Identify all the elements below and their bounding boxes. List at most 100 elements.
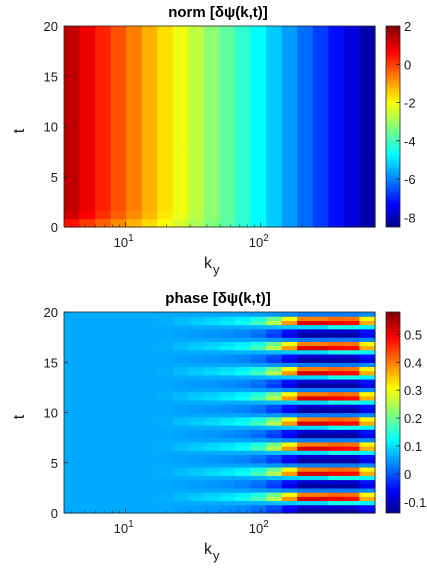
heatmap-cell [297,316,314,321]
norm-title: norm [δψ(k,t)] [168,4,268,21]
heatmap-cell [219,479,236,485]
heatmap-cell [281,404,298,409]
heatmap-cell [266,59,283,69]
heatmap-cell [235,185,252,195]
heatmap-cell [188,500,205,506]
heatmap-cell [359,508,376,514]
heatmap-cell [172,454,189,460]
heatmap-cell [79,479,96,485]
heatmap-cell [343,379,361,384]
heatmap-cell [172,345,189,351]
heatmap-cell [172,328,189,334]
heatmap-cell [250,67,267,77]
heatmap-cell [250,193,267,203]
heatmap-cell [266,324,283,330]
heatmap-cell [79,475,96,481]
heatmap-cell [172,160,189,169]
norm-ylabel: t [11,128,28,133]
heatmap-cell [343,34,361,44]
heatmap-cell [95,34,112,44]
heatmap-cell [64,176,81,186]
heatmap-cell [157,487,174,493]
heatmap-cell [343,420,361,426]
heatmap-cell [110,341,127,347]
heatmap-cell [203,441,221,447]
heatmap-cell [312,67,329,77]
heatmap-cell [343,337,361,342]
heatmap-cell [250,320,267,326]
heatmap-cell [312,458,329,464]
heatmap-cell [343,26,361,35]
heatmap-cell [328,76,345,86]
heatmap-cell [343,101,361,111]
heatmap-cell [141,332,158,338]
heatmap-cell [79,500,96,506]
heatmap-cell [188,109,205,119]
heatmap-cell [188,218,205,228]
heatmap-cell [266,508,283,514]
heatmap-cell [157,26,174,35]
heatmap-cell [110,168,127,178]
heatmap-cell [126,404,143,409]
heatmap-cell [281,358,298,363]
heatmap-cell [359,201,376,211]
heatmap-cell [312,134,329,144]
heatmap-cell [141,399,158,405]
y-tick-label: 10 [44,406,58,421]
heatmap-cell [157,408,174,414]
heatmap-cell [188,471,205,476]
heatmap-cell [203,168,221,178]
heatmap-cell [110,433,127,439]
heatmap-cell [110,193,127,203]
heatmap-cell [281,26,298,35]
heatmap-cell [141,374,158,380]
heatmap-cell [203,471,221,476]
heatmap-cell [172,399,189,405]
heatmap-cell [219,379,236,384]
heatmap-cell [359,458,376,464]
heatmap-cell [235,320,252,326]
heatmap-cell [157,492,174,497]
heatmap-cell [359,466,376,472]
heatmap-cell [312,59,329,69]
heatmap-cell [281,379,298,384]
heatmap-cell [343,437,361,443]
heatmap-cell [126,437,143,443]
heatmap-cell [172,395,189,401]
heatmap-cell [359,218,376,228]
heatmap-cell [110,185,127,195]
heatmap-cell [281,76,298,86]
heatmap-cell [188,193,205,203]
heatmap-cell [235,84,252,94]
heatmap-cell [297,93,314,102]
heatmap-cell [343,42,361,52]
heatmap-cell [359,479,376,485]
heatmap-cell [328,67,345,77]
heatmap-cell [359,332,376,338]
heatmap-cell [141,471,158,476]
heatmap-cell [235,508,252,514]
heatmap-cell [219,471,236,476]
heatmap-cell [359,59,376,69]
heatmap-cell [297,383,314,388]
heatmap-cell [250,337,267,342]
heatmap-cell [79,109,96,119]
heatmap-cell [110,93,127,102]
heatmap-cell [359,210,376,220]
heatmap-cell [126,362,143,368]
heatmap-cell [281,387,298,393]
heatmap-cell [64,193,81,203]
heatmap-cell [110,143,127,153]
heatmap-cell [343,475,361,481]
heatmap-cell [312,201,329,211]
heatmap-cell [219,475,236,481]
heatmap-cell [297,433,314,439]
heatmap-cell [219,437,236,443]
heatmap-cell [188,404,205,409]
heatmap-cell [126,168,143,178]
heatmap-cell [328,504,345,510]
heatmap-cell [95,441,112,447]
heatmap-cell [64,504,81,510]
heatmap-cell [328,500,345,506]
heatmap-cell [235,466,252,472]
